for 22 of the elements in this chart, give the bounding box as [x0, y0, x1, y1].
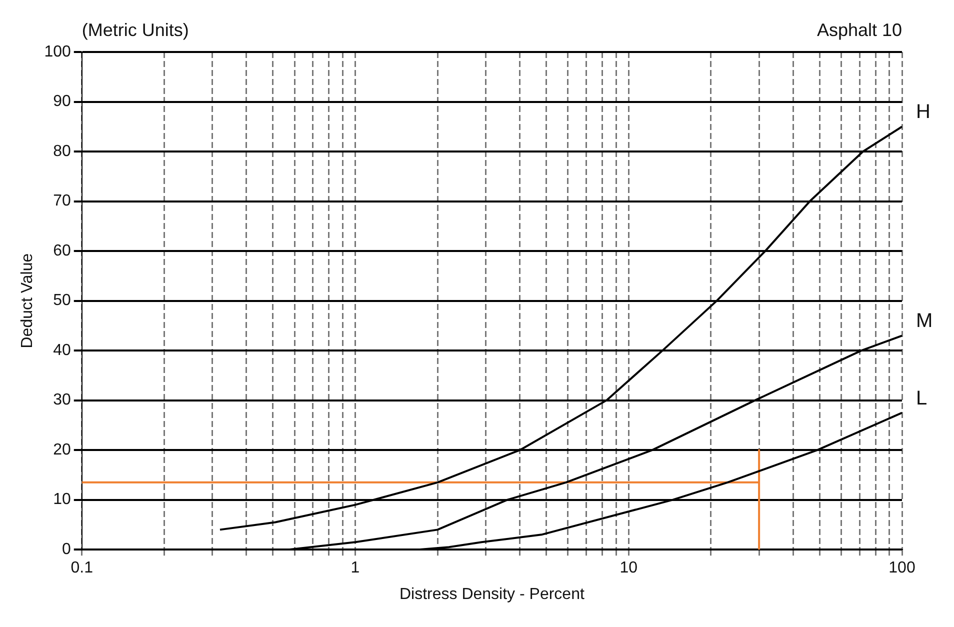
- x-tick-label: 0.1: [70, 560, 94, 577]
- y-tick-label: 0: [62, 541, 71, 558]
- x-tick-label: 1: [350, 560, 360, 577]
- series-label: L: [916, 387, 928, 410]
- chart-title: Asphalt 10: [816, 20, 902, 40]
- y-tick-label: 30: [53, 392, 71, 409]
- x-tick-label: 100: [888, 560, 916, 577]
- y-tick-label: 80: [53, 142, 71, 160]
- y-tick-label: 40: [53, 342, 71, 359]
- chart-subtitle: (Metric Units): [82, 20, 189, 40]
- y-tick-label: 60: [53, 242, 71, 260]
- y-tick-label: 90: [53, 93, 71, 110]
- series-label: H: [916, 101, 930, 124]
- y-tick-label: 100: [44, 43, 71, 60]
- x-axis-title: Distress Density - Percent: [399, 586, 585, 603]
- y-tick-label: 20: [53, 441, 71, 458]
- y-tick-label: 50: [53, 292, 71, 310]
- series-label: M: [916, 310, 933, 332]
- x-tick-label: 10: [620, 560, 638, 577]
- y-tick-label: 70: [53, 192, 71, 210]
- y-axis-title: Deduct Value: [19, 253, 36, 348]
- y-tick-label: 10: [53, 491, 71, 508]
